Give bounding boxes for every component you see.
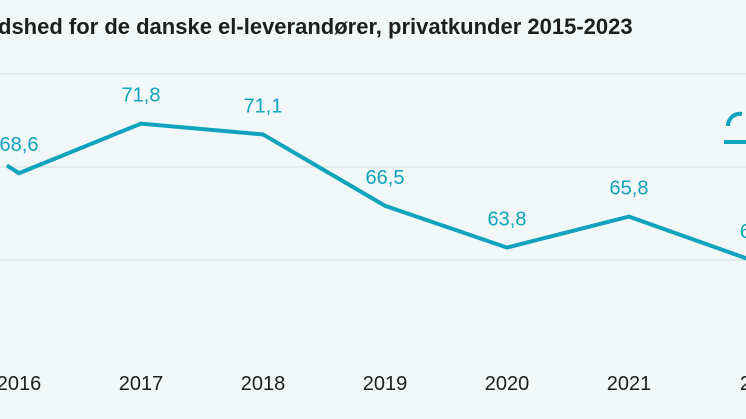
data-labels: 68,6 71,8 71,1 66,5 63,8 65,8 63 [0,85,746,243]
x-tick-label: 2021 [607,373,652,395]
data-label: 71,8 [122,85,161,107]
data-label: 66,5 [366,167,405,189]
x-tick-label: 20 [740,373,746,395]
gridlines [0,73,746,261]
x-tick-label: 2019 [363,373,408,395]
x-axis-ticks: 2016 2017 2018 2019 2020 2021 20 [0,373,746,395]
data-label: 65,8 [610,178,649,200]
x-tick-label: 2017 [119,373,164,395]
data-label: 68,6 [0,134,38,156]
x-tick-label: 2016 [0,373,41,395]
x-tick-label: 2020 [485,373,530,395]
data-label: 63,8 [488,209,527,231]
series-line-group [5,121,746,261]
brand-logo-icon [724,111,746,144]
series-line [5,121,746,261]
chart-title: dshed for de danske el-leverandører, pri… [0,14,633,39]
data-label: 71,1 [244,95,283,117]
x-tick-label: 2018 [241,373,286,395]
data-label: 63 [740,221,746,243]
